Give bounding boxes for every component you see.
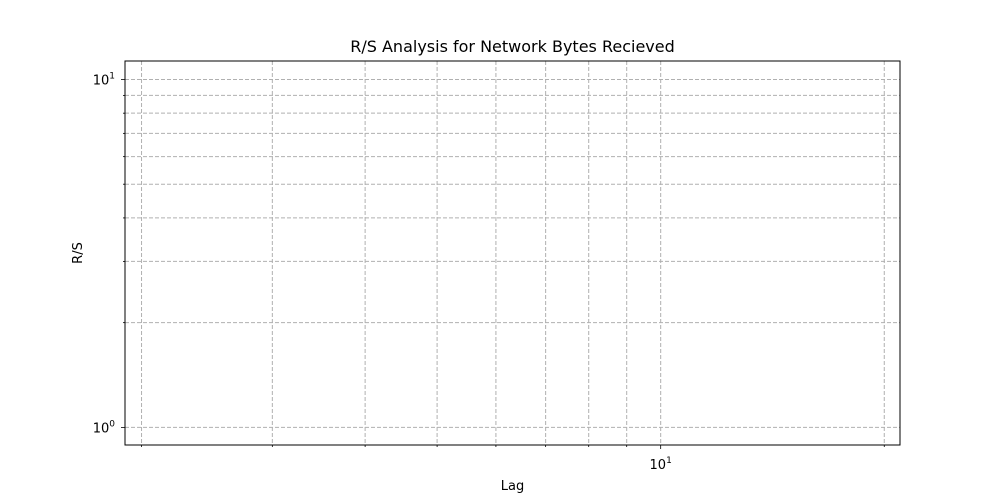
axes-frame <box>124 60 901 446</box>
chart-title: R/S Analysis for Network Bytes Recieved <box>350 37 675 56</box>
x-axis-label: Lag <box>501 479 524 494</box>
y-axis-label: R/S <box>71 242 86 264</box>
